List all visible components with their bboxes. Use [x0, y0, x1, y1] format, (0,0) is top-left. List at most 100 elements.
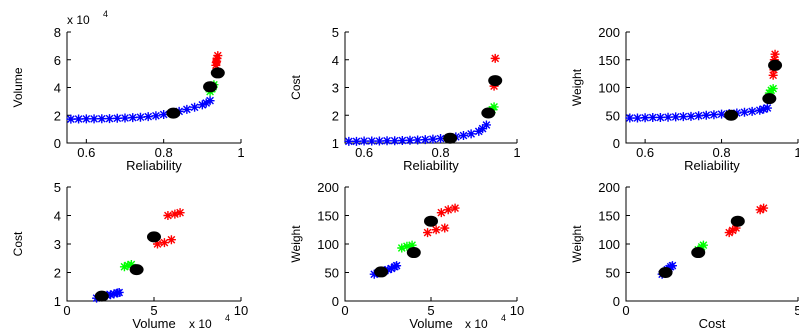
data-point-star	[123, 260, 133, 270]
data-point-star	[770, 49, 780, 59]
y-tick-label: 1	[332, 136, 339, 151]
data-point-star	[632, 113, 642, 123]
x-axis-label: Reliability	[126, 158, 182, 173]
data-point-star	[686, 111, 696, 121]
data-point-star	[120, 113, 130, 123]
data-point-star	[66, 114, 76, 124]
data-point-star	[405, 135, 415, 145]
y-tick-label: 6	[54, 53, 61, 68]
x-tick-label: 5	[427, 303, 434, 318]
data-point-star	[392, 261, 402, 271]
y-tick-label: 100	[598, 81, 620, 96]
y-tick-label: 0	[54, 136, 61, 151]
y-exponent-power: 4	[103, 9, 108, 19]
data-point-star	[489, 102, 499, 112]
data-point-star	[106, 290, 115, 300]
data-point-dot	[424, 215, 438, 227]
x-tick-label: 1	[513, 145, 520, 160]
x-tick-label: 0.6	[636, 145, 654, 160]
data-point-star	[74, 114, 84, 124]
data-point-star	[648, 112, 658, 122]
data-point-star	[663, 112, 673, 122]
x-tick-label: 1	[794, 145, 799, 160]
data-point-star	[739, 107, 749, 117]
x-exponent-power: 4	[501, 313, 506, 323]
data-point-star	[213, 51, 223, 61]
x-tick-label: 0.8	[155, 145, 173, 160]
data-point-dot	[488, 75, 503, 87]
axes-frame	[625, 187, 798, 302]
data-point-star	[747, 106, 757, 116]
data-point-dot	[658, 267, 673, 278]
data-point-star	[731, 223, 741, 233]
data-point-star	[201, 98, 211, 108]
data-point-dot	[129, 264, 144, 276]
data-point-star	[190, 102, 200, 112]
data-point-star	[369, 269, 379, 279]
x-exponent-power: 4	[225, 313, 230, 323]
data-point-star	[397, 136, 407, 146]
y-tick-label: 100	[598, 237, 620, 252]
y-tick-label: 200	[317, 180, 339, 195]
data-point-star	[97, 114, 107, 124]
y-tick-label: 1	[54, 294, 61, 309]
y-axis-label: Cost	[289, 75, 303, 100]
subplot-2: 0.6 0.8 1 1 2 3 4 5 Reliability Cost	[289, 25, 521, 173]
data-point-dot	[406, 247, 421, 259]
data-point-star	[175, 208, 185, 218]
data-point-dot	[762, 93, 777, 105]
y-tick-label: 2	[54, 108, 61, 123]
x-tick-label: 5	[150, 303, 157, 318]
data-point-star	[431, 225, 441, 235]
data-point-star	[698, 240, 708, 250]
data-point-star	[170, 209, 180, 219]
data-point-star	[443, 205, 453, 215]
data-point-star	[212, 53, 222, 63]
data-point-star	[386, 264, 396, 274]
data-point-star	[490, 53, 500, 63]
y-exponent-label: x 10	[67, 13, 90, 27]
data-point-star	[135, 112, 145, 122]
data-point-star	[655, 112, 665, 122]
data-point-star	[458, 131, 468, 141]
data-point-star	[724, 228, 734, 238]
data-point-dot	[374, 266, 389, 278]
data-point-star	[182, 104, 192, 114]
y-tick-label: 5	[54, 180, 61, 195]
data-point-star	[126, 260, 136, 270]
data-point-star	[413, 135, 423, 145]
data-point-star	[128, 113, 138, 123]
y-tick-label: 0	[332, 294, 339, 309]
x-tick-label: 10	[234, 303, 248, 318]
data-point-star	[351, 136, 361, 146]
subplot-1: 0.6 0.8 1 0 2 4 6 8 Reliability Volume x 10 4	[11, 9, 245, 173]
data-point-star	[359, 136, 369, 146]
data-point-star	[671, 112, 681, 122]
data-point-dot	[210, 67, 225, 79]
data-point-star	[625, 113, 635, 123]
data-point-star	[397, 243, 407, 253]
subplot-3: 0.6 0.8 1 0 50 100 150 200 Reliability Weight	[570, 25, 799, 173]
data-point-dot	[691, 247, 706, 259]
data-point-star	[755, 105, 765, 115]
data-point-dot	[481, 107, 496, 119]
x-exponent-label: x 10	[465, 317, 488, 330]
data-point-star	[367, 136, 377, 146]
y-tick-label: 150	[598, 209, 620, 224]
data-point-star	[166, 235, 176, 245]
y-tick-label: 4	[54, 209, 61, 224]
data-point-star	[678, 112, 688, 122]
data-point-star	[159, 238, 169, 248]
data-point-dot	[730, 215, 745, 227]
y-tick-label: 5	[332, 25, 339, 40]
data-point-dot	[443, 132, 458, 144]
data-point-star	[382, 136, 392, 146]
data-point-star	[768, 70, 778, 80]
data-point-star	[481, 120, 491, 130]
y-tick-label: 3	[54, 237, 61, 252]
y-tick-label: 50	[325, 266, 339, 281]
data-point-star	[762, 103, 772, 113]
y-axis-label: Weight	[570, 225, 584, 263]
y-tick-label: 50	[606, 266, 620, 281]
